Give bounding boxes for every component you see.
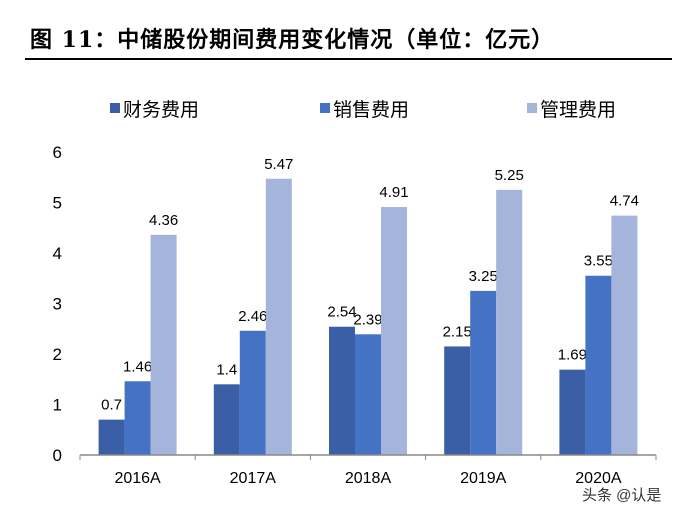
bar-2019A-0 (444, 346, 471, 455)
y-tick-label: 0 (53, 446, 62, 465)
data-label: 2.15 (443, 323, 472, 340)
x-tick-label: 2016A (114, 470, 161, 487)
x-tick-label: 2019A (460, 470, 507, 487)
bar-2018A-1 (355, 334, 381, 455)
legend-swatch (320, 103, 330, 113)
bar-2020A-2 (611, 215, 638, 455)
data-label: 2.46 (238, 308, 267, 325)
bar-2020A-1 (585, 275, 612, 455)
data-label: 0.7 (101, 397, 122, 414)
y-tick-label: 4 (53, 244, 62, 263)
chart-title: 图 11：中储股份期间费用变化情况（单位：亿元） (30, 27, 555, 53)
bar-2019A-2 (496, 189, 523, 455)
bar-2017A-1 (239, 330, 266, 455)
data-label: 4.91 (379, 184, 408, 201)
x-tick-label: 2017A (230, 470, 277, 487)
bar-2017A-0 (213, 384, 240, 455)
y-tick-label: 5 (53, 194, 62, 213)
data-label: 5.25 (495, 167, 524, 184)
bar-2018A-2 (381, 207, 407, 455)
data-label: 4.36 (149, 212, 178, 229)
bar-2020A-0 (559, 369, 586, 455)
data-label: 4.74 (610, 193, 639, 210)
x-tick-label: 2018A (345, 470, 392, 487)
y-tick-label: 3 (53, 295, 62, 314)
data-label: 1.4 (216, 361, 237, 378)
legend-label: 财务费用 (123, 99, 199, 121)
legend-swatch (527, 103, 537, 113)
y-tick-label: 2 (53, 345, 62, 364)
bar-2016A-0 (98, 419, 125, 455)
x-tick-label: 2020A (575, 470, 622, 487)
data-label: 2.39 (353, 311, 382, 328)
data-label: 1.46 (123, 358, 152, 375)
data-label: 1.69 (558, 347, 587, 364)
watermark: 头条 @认是 (582, 487, 662, 504)
legend-label: 销售费用 (333, 99, 409, 121)
bar-2017A-2 (265, 178, 292, 455)
data-label: 2.54 (327, 304, 356, 321)
data-label: 5.47 (264, 156, 293, 173)
y-tick-label: 1 (53, 396, 62, 415)
y-tick-label: 6 (53, 143, 62, 162)
title-underline (25, 58, 672, 60)
bar-2016A-1 (124, 381, 151, 455)
data-label: 3.55 (584, 253, 613, 270)
legend-label: 管理费用 (540, 99, 616, 121)
bar-2018A-0 (329, 326, 355, 455)
bar-2016A-2 (150, 234, 177, 455)
legend-swatch (110, 103, 120, 113)
bar-2019A-1 (470, 290, 497, 455)
data-label: 3.25 (469, 268, 498, 285)
